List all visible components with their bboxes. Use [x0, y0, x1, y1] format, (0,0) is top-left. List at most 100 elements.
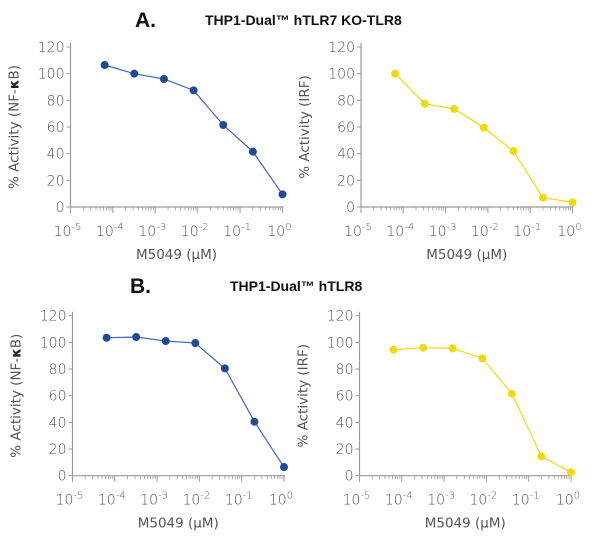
- y-tick-label: 20: [336, 442, 354, 458]
- y-axis-label: % Activity (IRF): [296, 344, 312, 448]
- x-tick-label: 10-1: [223, 222, 251, 240]
- x-tick-label: 100: [556, 491, 580, 509]
- x-tick-label: 10-4: [386, 222, 414, 240]
- series-line: [106, 336, 285, 468]
- data-point: [567, 468, 575, 477]
- chart-3: 0 20 40 60 80 100 120 10-5 10-4 10-3 10-2 10-1 100 M5…: [9, 309, 294, 532]
- y-tick-label: 20: [337, 173, 355, 189]
- y-tick-label: 60: [337, 120, 355, 136]
- data-point: [479, 123, 488, 132]
- y-axis-label: % Activity (NF-κB): [7, 65, 23, 189]
- y-axis-label: % Activity (NF-κB): [9, 334, 25, 458]
- y-tick-label: 0: [345, 469, 354, 485]
- y-tick-label: 40: [336, 415, 354, 431]
- data-point: [420, 99, 429, 108]
- x-tick-label: 10-3: [140, 491, 168, 509]
- x-tick-label: 100: [557, 222, 581, 240]
- series-line: [394, 73, 573, 203]
- y-tick-label: 100: [328, 67, 355, 83]
- data-point: [100, 61, 109, 69]
- y-tick-label: 40: [337, 147, 355, 163]
- y-tick-label: 0: [58, 469, 67, 485]
- y-tick-label: 100: [327, 335, 354, 351]
- y-tick-label: 100: [38, 67, 65, 83]
- y-tick-label: 60: [49, 389, 67, 405]
- x-tick-label: 10-3: [429, 222, 457, 240]
- x-tick-label: 10-3: [138, 222, 166, 240]
- data-point: [102, 333, 111, 342]
- data-point: [509, 147, 518, 155]
- data-point: [159, 75, 168, 83]
- data-point: [130, 69, 139, 78]
- y-tick-label: 20: [49, 442, 67, 458]
- x-tick-label: 10-2: [469, 491, 497, 509]
- x-tick-label: 10-4: [96, 222, 124, 240]
- y-tick-label: 60: [47, 120, 65, 136]
- data-point: [278, 190, 287, 199]
- y-tick-label: 0: [56, 200, 65, 216]
- y-tick-label: 60: [336, 389, 354, 405]
- data-point: [280, 463, 288, 472]
- y-tick-label: 120: [40, 309, 67, 325]
- data-point: [191, 339, 200, 348]
- panel-b-letter: B.: [130, 275, 151, 298]
- data-point: [189, 86, 198, 95]
- data-point: [538, 193, 547, 202]
- y-tick-label: 0: [346, 200, 355, 216]
- x-tick-label: 10-2: [181, 222, 209, 240]
- y-tick-label: 40: [49, 415, 67, 431]
- y-tick-label: 80: [47, 93, 65, 109]
- y-tick-label: 120: [327, 309, 354, 325]
- x-tick-label: 100: [267, 222, 291, 240]
- data-point: [478, 354, 487, 363]
- x-tick-label: 10-1: [225, 491, 253, 509]
- data-point: [248, 147, 257, 156]
- y-tick-label: 80: [49, 362, 67, 378]
- panel-a-title: THP1-Dual™ hTLR7 KO-TLR8: [205, 12, 402, 28]
- panel-a-letter: A.: [135, 9, 156, 32]
- series-line: [393, 347, 572, 473]
- x-axis-label: M5049 (µM): [426, 247, 507, 263]
- chart-1: 0 20 40 60 80 100 120 10-5 10-4 10-3 10-2 10-1 100 M5…: [7, 40, 292, 263]
- y-tick-label: 100: [40, 335, 67, 351]
- y-tick-label: 80: [336, 362, 354, 378]
- x-tick-label: 100: [269, 491, 293, 509]
- data-point: [161, 337, 170, 346]
- data-point: [537, 452, 546, 461]
- data-point: [219, 121, 228, 129]
- panel-b-title: THP1-Dual™ hTLR8: [230, 278, 362, 294]
- data-point: [419, 343, 428, 352]
- chart-2: 0 20 40 60 80 100 120 10-5 10-4 10-3 10-2 10-1 100 M5…: [297, 40, 582, 263]
- x-axis-label: M5049 (µM): [136, 247, 217, 263]
- y-tick-label: 80: [337, 93, 355, 109]
- x-tick-label: 10-2: [471, 222, 499, 240]
- y-tick-label: 20: [47, 173, 65, 189]
- x-tick-label: 10-5: [343, 491, 371, 509]
- data-point: [448, 344, 457, 353]
- x-tick-label: 10-3: [427, 491, 455, 509]
- data-point: [507, 389, 516, 398]
- x-tick-label: 10-5: [54, 222, 82, 240]
- y-axis-label: % Activity (IRF): [297, 75, 313, 179]
- x-tick-label: 10-4: [385, 491, 413, 509]
- data-point: [450, 105, 459, 113]
- x-axis-label: M5049 (µM): [138, 516, 219, 532]
- x-tick-label: 10-2: [182, 491, 210, 509]
- x-tick-label: 10-4: [98, 491, 126, 509]
- chart-4: 0 20 40 60 80 100 120 10-5 10-4 10-3 10-2 10-1 100 M5…: [296, 309, 581, 532]
- x-tick-label: 10-1: [513, 222, 541, 240]
- data-point: [389, 345, 398, 354]
- x-tick-label: 10-5: [344, 222, 372, 240]
- x-axis-label: M5049 (µM): [425, 516, 506, 532]
- y-tick-label: 40: [47, 147, 65, 163]
- series-line: [104, 64, 283, 195]
- data-point: [391, 69, 400, 78]
- data-point: [220, 364, 229, 373]
- data-point: [568, 198, 577, 207]
- x-tick-label: 10-5: [56, 491, 84, 509]
- data-point: [250, 417, 259, 426]
- x-tick-label: 10-1: [512, 491, 540, 509]
- y-tick-label: 120: [38, 40, 65, 56]
- data-point: [132, 333, 141, 342]
